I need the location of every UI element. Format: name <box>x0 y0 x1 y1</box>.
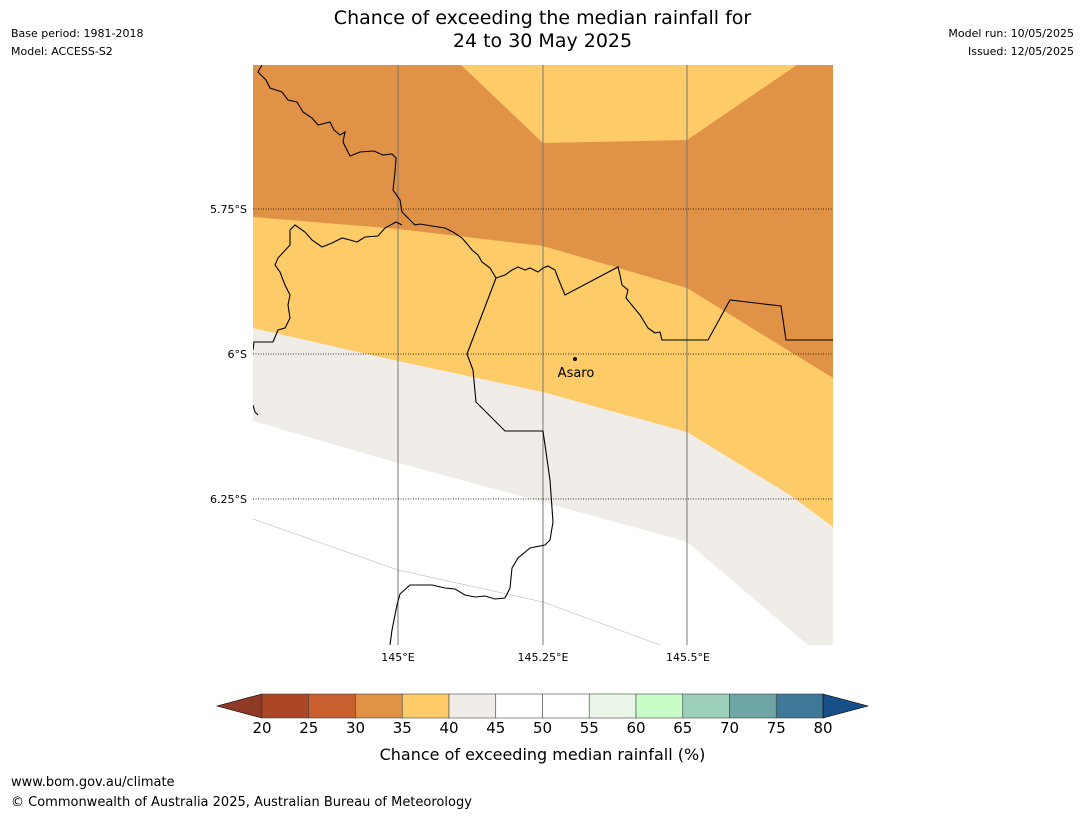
base-period-text: Base period: 1981-2018 <box>11 27 144 40</box>
colorbar-tick-40: 40 <box>439 719 459 737</box>
colorbar-tick-45: 45 <box>486 719 506 737</box>
asaro-marker <box>573 357 577 361</box>
colorbar-segment-75-80 <box>775 693 824 719</box>
colorbar-segment-25-30 <box>308 693 356 719</box>
map-title: Chance of exceeding the median rainfall … <box>0 7 1085 53</box>
footer-copyright: © Commonwealth of Australia 2025, Austra… <box>11 795 472 810</box>
map-panel <box>253 65 833 645</box>
colorbar-under-arrow <box>215 693 263 719</box>
colorbar-tick-50: 50 <box>532 719 553 737</box>
boundary-west <box>253 221 403 351</box>
province-boundaries <box>253 65 833 645</box>
lat-label-5-75s: 5.75°S <box>210 203 247 216</box>
lat-label-6s: 6°S <box>228 348 247 361</box>
colorbar-tick-labels: 20 25 30 35 40 45 50 55 60 65 70 75 80 <box>0 719 1085 739</box>
colorbar <box>215 693 870 719</box>
colorbar-over-arrow <box>822 693 870 719</box>
boundary-central <box>389 277 554 645</box>
colorbar-tick-30: 30 <box>345 719 366 737</box>
colorbar-tick-35: 35 <box>392 719 412 737</box>
title-line-2: 24 to 30 May 2025 <box>452 30 633 52</box>
gridlines <box>253 65 833 645</box>
ocean-boundary-line <box>253 518 661 645</box>
colorbar-segment-60-65 <box>635 693 684 719</box>
title-line-1: Chance of exceeding the median rainfall … <box>333 7 752 29</box>
colorbar-segment-70-75 <box>729 693 777 719</box>
lon-label-145-5e: 145.5°E <box>666 651 710 664</box>
colorbar-segment-50-55 <box>542 693 590 719</box>
lon-label-145-25e: 145.25°E <box>518 651 569 664</box>
meta-right: Model run: 10/05/2025 Issued: 12/05/2025 <box>948 25 1074 61</box>
asaro-label: Asaro <box>558 366 595 381</box>
colorbar-tick-55: 55 <box>579 719 599 737</box>
colorbar-segment-55-60 <box>588 693 637 719</box>
boundary-north <box>257 65 833 341</box>
colorbar-segment-40-45 <box>448 693 497 719</box>
colorbar-tick-25: 25 <box>299 719 319 737</box>
colorbar-segment-45-50 <box>495 693 543 719</box>
colorbar-tick-20: 20 <box>252 719 272 737</box>
colorbar-tick-80: 80 <box>813 719 833 737</box>
colorbar-tick-65: 65 <box>673 719 693 737</box>
issued-text: Issued: 12/05/2025 <box>967 45 1074 58</box>
colorbar-segment-30-35 <box>355 693 403 719</box>
lon-labels: 145°E 145.25°E 145.5°E <box>381 651 710 664</box>
lon-label-145e: 145°E <box>381 651 414 664</box>
colorbar-tick-60: 60 <box>626 719 646 737</box>
boundary-southwest-fragment <box>253 404 259 416</box>
colorbar-segment-20-25 <box>261 693 310 719</box>
model-text: Model: ACCESS-S2 <box>11 45 113 58</box>
lat-label-6-25s: 6.25°S <box>210 493 247 506</box>
colorbar-tick-70: 70 <box>719 719 740 737</box>
colorbar-segment-65-70 <box>682 693 730 719</box>
model-run-text: Model run: 10/05/2025 <box>948 27 1074 40</box>
lat-labels: 5.75°S 6°S 6.25°S <box>210 203 247 506</box>
footer-url: www.bom.gov.au/climate <box>11 775 175 790</box>
colorbar-tick-75: 75 <box>766 719 786 737</box>
colorbar-segment-35-40 <box>401 693 450 719</box>
meta-left: Base period: 1981-2018 Model: ACCESS-S2 <box>11 25 143 61</box>
colorbar-label: Chance of exceeding median rainfall (%) <box>379 745 706 764</box>
